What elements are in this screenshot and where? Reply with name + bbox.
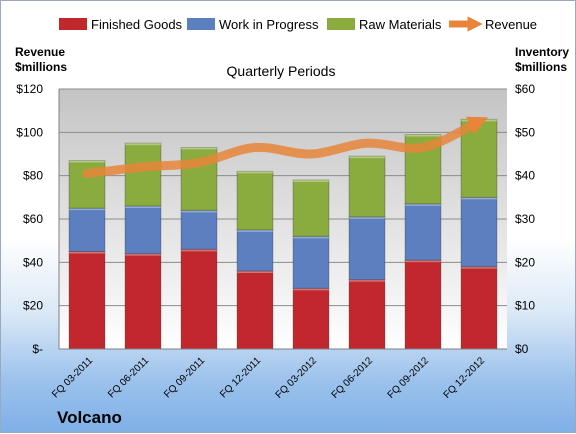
bar-highlight	[237, 171, 273, 174]
bar-highlight	[125, 206, 161, 208]
category-label: FQ 06-2011	[106, 355, 151, 400]
bar-highlight	[69, 251, 105, 254]
bar-highlight	[349, 279, 385, 282]
bar-highlight	[237, 271, 273, 273]
right-tick-label: $20	[515, 255, 535, 269]
bar-finished-goods	[460, 266, 498, 350]
bar-work-in-progress	[180, 209, 218, 250]
bar-highlight	[237, 229, 273, 232]
category-label: FQ 12-2012	[442, 355, 488, 401]
legend-swatch-finished-goods	[59, 18, 87, 30]
bar-raw-materials	[236, 170, 274, 231]
legend-label-work-in-progress: Work in Progress	[219, 17, 319, 32]
bar-finished-goods	[124, 253, 162, 350]
bar-finished-goods	[68, 251, 106, 350]
category-label: FQ 06-2012	[330, 355, 376, 401]
bar-work-in-progress	[292, 235, 330, 289]
legend-swatch-work-in-progress	[187, 18, 215, 30]
bar-highlight	[125, 253, 161, 256]
bar-raw-materials	[292, 179, 330, 237]
bar-highlight	[405, 260, 441, 263]
left-tick-label: $100	[16, 125, 43, 139]
bar-work-in-progress	[124, 205, 162, 255]
bar-highlight	[181, 249, 217, 252]
bar-highlight	[125, 143, 161, 146]
company-name: Volcano	[57, 408, 122, 427]
right-tick-label: $30	[515, 212, 535, 226]
bar-highlight	[349, 216, 385, 219]
legend-label-revenue: Revenue	[485, 17, 537, 32]
bar-highlight	[293, 236, 329, 239]
bar-highlight	[461, 266, 497, 269]
right-axis-title-line-1: Inventory	[515, 45, 569, 59]
right-tick-label: $60	[515, 82, 535, 96]
bar-highlight	[69, 208, 105, 211]
bar-finished-goods	[348, 279, 386, 350]
bar-finished-goods	[180, 248, 218, 350]
bar-work-in-progress	[460, 196, 498, 268]
revenue-line	[82, 116, 488, 178]
bar-highlight	[293, 288, 329, 291]
left-tick-label: $80	[23, 169, 43, 183]
category-label: FQ 09-2012	[386, 355, 432, 401]
bar-highlight	[405, 134, 441, 137]
bar-work-in-progress	[68, 207, 106, 253]
bar-highlight	[181, 147, 217, 150]
bar-finished-goods	[292, 287, 330, 350]
legend: Finished Goods Work in Progress Raw Mate…	[59, 16, 537, 32]
right-axis-title-line-2: $millions	[515, 60, 567, 74]
bar-highlight	[69, 160, 105, 163]
bar-highlight	[461, 197, 497, 200]
legend-swatch-raw-materials	[327, 18, 355, 30]
right-tick-label: $50	[515, 125, 535, 139]
legend-label-raw-materials: Raw Materials	[359, 17, 442, 32]
bar-work-in-progress	[348, 216, 386, 281]
category-label: FQ 12-2011	[218, 355, 263, 400]
bar-raw-materials	[348, 155, 386, 218]
category-label: FQ 09-2011	[162, 355, 207, 400]
bar-highlight	[181, 210, 217, 213]
bar-work-in-progress	[236, 229, 274, 272]
legend-label-finished-goods: Finished Goods	[91, 17, 183, 32]
bar-finished-goods	[236, 270, 274, 350]
right-tick-label: $0	[515, 342, 529, 356]
left-tick-label: $120	[16, 82, 43, 96]
left-axis-title-line-2: $millions	[15, 60, 67, 74]
left-tick-label: $40	[23, 255, 43, 269]
left-tick-label: $20	[23, 299, 43, 313]
revenue-line-path	[82, 116, 488, 178]
left-axis-title-line-1: Revenue	[15, 45, 65, 59]
category-label: FQ 03-2012	[274, 355, 320, 401]
category-label: FQ 03-2011	[50, 355, 95, 400]
right-tick-label: $10	[515, 299, 535, 313]
left-tick-label: $60	[23, 212, 43, 226]
right-tick-label: $40	[515, 169, 535, 183]
bars	[68, 118, 498, 350]
bar-finished-goods	[404, 259, 442, 350]
bar-highlight	[405, 203, 441, 206]
left-tick-label: $-	[32, 342, 43, 356]
chart-title: Quarterly Periods	[227, 63, 336, 79]
bar-highlight	[349, 156, 385, 159]
bar-highlight	[293, 180, 329, 182]
bar-raw-materials	[124, 142, 162, 207]
bar-work-in-progress	[404, 203, 442, 261]
